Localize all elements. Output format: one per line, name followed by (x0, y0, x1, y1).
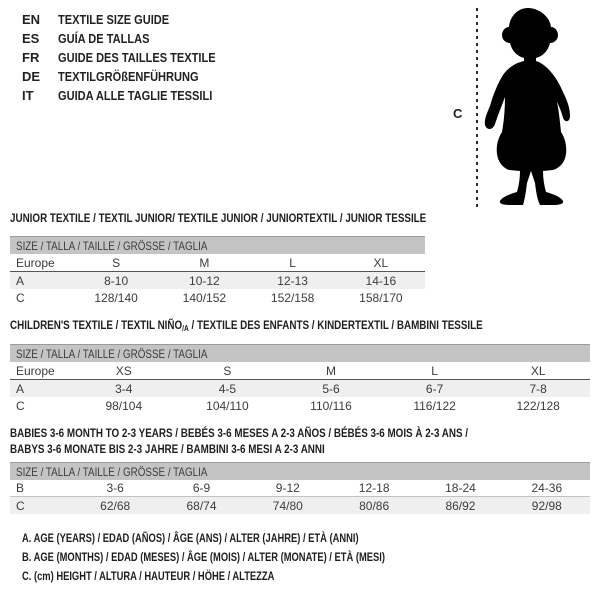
cell: 7-8 (529, 381, 547, 396)
children-table-title: CHILDREN'S TEXTILE / TEXTIL NIÑO/A / TEX… (10, 318, 483, 333)
col-header: S (112, 255, 121, 270)
toddler-silhouette-icon (484, 8, 570, 205)
lang-row-fr: FR GUIDE DES TAILLES TEXTILE (22, 48, 243, 67)
size-header-bar: SIZE / TALLA / TAILLE / GRÖSSE / TAGLIA (10, 345, 590, 362)
col-header: XL (373, 255, 389, 270)
table-row-a: A 8-10 10-12 12-13 14-16 (10, 272, 425, 289)
lang-label: GUIDE DES TAILLES TEXTILE (58, 50, 216, 65)
row-label: C (16, 498, 25, 513)
col-header: XL (530, 363, 546, 378)
junior-table-title: JUNIOR TEXTILE / TEXTIL JUNIOR/ TEXTILE … (10, 211, 427, 225)
table-row-c: C 62/68 68/74 74/80 80/86 86/92 92/98 (10, 497, 590, 514)
size-header-bar: SIZE / TALLA / TAILLE / GRÖSSE / TAGLIA (10, 463, 590, 480)
row-label: A (16, 273, 25, 288)
junior-table: SIZE / TALLA / TAILLE / GRÖSSE / TAGLIA … (10, 236, 425, 306)
lang-row-en: EN TEXTILE SIZE GUIDE (22, 10, 243, 29)
cell: 158/170 (359, 290, 403, 305)
cell: 18-24 (445, 481, 476, 495)
cell: 116/122 (413, 398, 456, 413)
col-header: M (325, 363, 336, 378)
col-header: L (289, 255, 296, 270)
size-header-label: SIZE / TALLA / TAILLE / GRÖSSE / TAGLIA (16, 346, 208, 361)
cell: 74/80 (272, 498, 303, 513)
lang-label: TEXTILGRÖßENFÜHRUNG (58, 69, 199, 84)
row-label: C (16, 290, 25, 305)
cell: 92/98 (531, 498, 562, 513)
lang-row-es: ES GUÍA DE TALLAS (22, 29, 243, 48)
col-header: Europe (16, 363, 55, 378)
lang-label: TEXTILE SIZE GUIDE (58, 12, 170, 27)
lang-label: GUÍA DE TALLAS (58, 31, 150, 46)
footnote-c: C. (cm) HEIGHT / ALTURA / HAUTEUR / HÖHE… (22, 569, 275, 583)
cell: 12-18 (358, 481, 390, 495)
cell: 12-13 (277, 273, 308, 288)
col-header: Europe (16, 255, 55, 270)
cell: 104/110 (206, 398, 249, 413)
cell: 110/116 (310, 398, 352, 413)
cell: 9-12 (275, 481, 300, 495)
table-row-c: C 128/140 140/152 152/158 158/170 (10, 289, 425, 306)
table-row-c: C 98/104 104/110 110/116 116/122 122/128 (10, 397, 590, 414)
height-measure-label: C (453, 106, 463, 121)
col-header: S (223, 363, 232, 378)
height-measure-dotted-line (476, 8, 478, 208)
row-label: A (16, 381, 25, 396)
cell: 140/152 (182, 290, 227, 305)
cell: 80/86 (359, 498, 390, 513)
junior-column-header-row: Europe S M L XL (10, 254, 425, 272)
cell: 62/68 (100, 498, 131, 513)
cell: 3-4 (115, 381, 133, 396)
cell: 86/92 (445, 498, 476, 513)
babies-table: SIZE / TALLA / TAILLE / GRÖSSE / TAGLIA … (10, 462, 590, 514)
table-row-a: A 3-4 4-5 5-6 6-7 7-8 (10, 380, 590, 397)
cell: 5-6 (322, 381, 340, 396)
cell: 128/140 (94, 290, 138, 305)
lang-row-de: DE TEXTILGRÖßENFÜHRUNG (22, 67, 243, 86)
lang-code: ES (22, 31, 40, 46)
footnote-a: A. AGE (YEARS) / EDAD (AÑOS) / ÂGE (ANS)… (22, 531, 359, 545)
cell: 8-10 (104, 273, 129, 288)
cell: 14-16 (365, 273, 397, 288)
children-column-header-row: Europe XS S M L XL (10, 362, 590, 380)
children-table: SIZE / TALLA / TAILLE / GRÖSSE / TAGLIA … (10, 344, 590, 414)
cell: 4-5 (218, 381, 237, 396)
cell: 24-36 (531, 481, 563, 495)
cell: 98/104 (105, 398, 143, 413)
cell: 3-6 (106, 481, 124, 495)
cell: 122/128 (516, 398, 560, 413)
cell: 152/158 (270, 290, 315, 305)
nino-a-subscript: /A (182, 324, 189, 333)
col-header: L (431, 363, 438, 378)
lang-code: EN (22, 12, 41, 27)
row-label: C (16, 398, 25, 413)
table-row-b: B 3-6 6-9 9-12 12-18 18-24 24-36 (10, 480, 590, 497)
lang-label: GUIDA ALLE TAGLIE TESSILI (58, 88, 213, 103)
lang-code: IT (22, 88, 34, 103)
col-header: XS (115, 363, 132, 378)
row-label: B (16, 481, 25, 495)
cell: 6-7 (425, 381, 444, 396)
size-header-label: SIZE / TALLA / TAILLE / GRÖSSE / TAGLIA (16, 464, 208, 479)
lang-code: FR (22, 50, 40, 65)
cell: 68/74 (186, 498, 217, 513)
size-header-bar: SIZE / TALLA / TAILLE / GRÖSSE / TAGLIA (10, 237, 425, 254)
footnotes: A. AGE (YEARS) / EDAD (AÑOS) / ÂGE (ANS)… (22, 531, 487, 588)
babies-table-title: BABIES 3-6 MONTH TO 2-3 YEARS / BEBÉS 3-… (10, 426, 469, 456)
lang-code: DE (22, 69, 41, 84)
lang-row-it: IT GUIDA ALLE TAGLIE TESSILI (22, 86, 243, 105)
col-header: M (199, 255, 210, 270)
cell: 10-12 (189, 273, 220, 288)
footnote-b: B. AGE (MONTHS) / EDAD (MESES) / ÂGE (MO… (22, 550, 385, 564)
size-header-label: SIZE / TALLA / TAILLE / GRÖSSE / TAGLIA (16, 238, 208, 253)
cell: 6-9 (192, 481, 211, 495)
language-list: EN TEXTILE SIZE GUIDE ES GUÍA DE TALLAS … (22, 10, 243, 105)
